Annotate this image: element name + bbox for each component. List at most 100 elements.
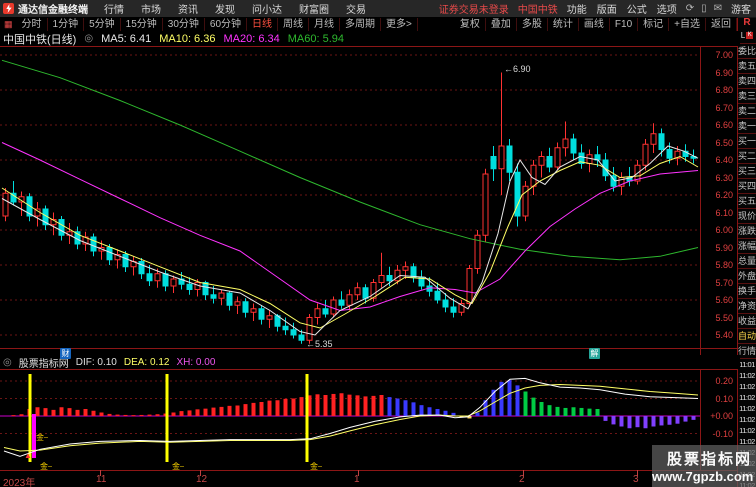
indicator-axis-label: 0.10 [715, 393, 733, 404]
topbar-menu-item[interactable]: 行情 [104, 5, 124, 16]
price-axis-label: 6.80 [715, 85, 733, 95]
quote-panel-item[interactable]: 买一 [738, 134, 756, 149]
low-price-annotation: ←5.35 [306, 339, 333, 349]
main-chart-header: 中国中铁(日线) ◎ MA5: 6.41 MA10: 6.36 MA20: 6.… [0, 31, 740, 46]
app-title: 通达信金融终端 [18, 5, 88, 16]
period-tab[interactable]: 15分钟 [121, 17, 163, 31]
quote-panel-item[interactable]: 现价 [738, 209, 756, 224]
watermark-url: www.7gpzb.com [652, 469, 754, 484]
topbar-menu-item[interactable]: 发现 [215, 5, 235, 16]
indicator-axis-label: +0.00 [710, 411, 733, 421]
tool-button[interactable]: 统计 [548, 17, 579, 31]
month-label: 2 [519, 474, 525, 485]
period-tab[interactable]: 分时 [17, 17, 48, 31]
month-label: 11 [96, 474, 107, 485]
quote-panel-item[interactable]: 委比 [738, 44, 756, 59]
topbar-menu-item[interactable]: 公式 [626, 5, 647, 16]
ma5-label: MA5: 6.41 [101, 32, 152, 45]
topbar-menu-item[interactable]: 财富圈 [299, 5, 329, 16]
panel-mark-财[interactable]: 财 [60, 348, 71, 359]
tab-l[interactable]: L [740, 30, 746, 40]
trade-login-status[interactable]: 证券交易未登录 [438, 5, 509, 16]
tool-button[interactable]: 叠加 [486, 17, 517, 31]
quote-panel-item[interactable]: 收益 [738, 314, 756, 329]
k-badge[interactable]: K [746, 31, 754, 39]
price-axis-label: 6.40 [715, 155, 733, 165]
quote-panel-item[interactable]: 换手 [738, 284, 756, 299]
tick-time: 11:02 [739, 437, 755, 446]
tool-button[interactable]: 复权 [455, 17, 486, 31]
tool-button[interactable]: F10 [610, 17, 639, 31]
high-price-annotation: ←6.90 [504, 64, 531, 74]
price-axis-label: 6.50 [715, 137, 733, 148]
tick-time: 11:02 [739, 393, 755, 402]
quote-panel-item[interactable]: 买三 [738, 164, 756, 179]
period-tab[interactable]: 60分钟 [205, 17, 248, 31]
topbar-menu-item[interactable]: 选项 [656, 5, 677, 16]
topbar-menu-item[interactable]: 市场 [141, 5, 161, 16]
quote-panel-item[interactable]: 买四 [738, 179, 756, 194]
xh-value-label: XH: 0.00 [176, 356, 216, 368]
quote-panel-item[interactable]: 卖三 [738, 89, 756, 104]
top-menu-bar: 通达信金融终端 行情 市场 资讯 发现 问小达 财富圈 交易 证券交易未登录 中国中铁 功能… [0, 0, 756, 18]
period-tab[interactable]: 5分钟 [84, 17, 121, 31]
topbar-right-group: 证券交易未登录 中国中铁 功能 版面 公式 选项 ⟳ ▯ ✉ 游客 [439, 1, 756, 16]
user-label[interactable]: 游客 [731, 5, 751, 16]
tick-time: 11:02 [739, 382, 755, 391]
period-tab[interactable]: 30分钟 [163, 17, 205, 31]
quote-panel-item[interactable]: 自动 [738, 329, 756, 344]
quote-panel-item[interactable]: 卖一 [738, 119, 756, 134]
topbar-menu-item[interactable]: 功能 [566, 5, 587, 16]
period-tabs: 分时 1分钟 5分钟 15分钟 30分钟 60分钟 日线 周线 月线 多周期 更多> [17, 17, 418, 31]
gold-signal-marker: 金⎯ [36, 433, 48, 442]
side-panel-header: R L K [738, 17, 756, 44]
period-tab[interactable]: 日线 [247, 17, 279, 31]
indicator-expand-icon[interactable]: ◎ [3, 356, 12, 368]
tdx-logo-icon[interactable] [3, 3, 14, 14]
tool-button[interactable]: 标记 [638, 17, 670, 31]
month-label: 12 [196, 474, 208, 485]
quote-panel-item[interactable]: 外盘 [738, 269, 756, 284]
quote-panel-item[interactable]: 卖五 [738, 59, 756, 74]
topbar-menu-item[interactable]: 资讯 [178, 5, 198, 16]
topbar-menu-item[interactable]: 问小达 [252, 5, 282, 16]
top-menu-group: 行情 市场 资讯 发现 问小达 财富圈 交易 [104, 1, 366, 16]
price-axis-label: 6.90 [715, 67, 733, 78]
corner-r-badge[interactable]: R [743, 17, 751, 28]
tool-button[interactable]: 返回 [706, 17, 737, 31]
quote-panel-item[interactable]: 买五 [738, 194, 756, 209]
current-stock-name[interactable]: 中国中铁 [517, 5, 558, 16]
price-axis-label: 5.90 [715, 242, 733, 253]
mail-icon[interactable]: ✉ [713, 3, 722, 14]
golden-cross-line [28, 374, 32, 462]
quote-panel-item[interactable]: 买二 [738, 149, 756, 164]
tool-button[interactable]: 画线 [579, 17, 610, 31]
tool-button[interactable]: 多股 [517, 17, 548, 31]
expand-icon[interactable]: ◎ [84, 33, 94, 44]
quote-panel-item[interactable]: 卖二 [738, 104, 756, 119]
quote-panel-item[interactable]: 总量 [738, 254, 756, 269]
topbar-menu-item[interactable]: 交易 [346, 5, 366, 16]
refresh-icon[interactable]: ⟳ [685, 3, 695, 14]
chart-title: 中国中铁(日线) [3, 33, 77, 46]
quote-panel-item[interactable]: 涨幅 [738, 239, 756, 254]
tool-button[interactable]: +自选 [669, 17, 706, 31]
period-tab[interactable]: 月线 [309, 17, 341, 31]
period-tab[interactable]: 1分钟 [48, 17, 85, 31]
quote-panel-item[interactable]: 涨跌 [738, 224, 756, 239]
period-tab[interactable]: 周线 [278, 17, 310, 31]
period-tab[interactable]: 多周期 [340, 17, 382, 31]
tick-time: 11:02 [739, 415, 755, 424]
price-axis-label: 6.30 [715, 172, 733, 183]
quote-panel-item[interactable]: 卖四 [738, 74, 756, 89]
ma20-line [1, 142, 699, 312]
grid-layout-icon[interactable]: ▦ [4, 18, 13, 29]
quote-panel-item[interactable]: 行情 [738, 344, 756, 359]
tablet-icon[interactable]: ▯ [701, 3, 707, 14]
quote-panel-item[interactable]: 净资 [738, 299, 756, 314]
panel-mark-解[interactable]: 解 [589, 348, 600, 359]
period-tab[interactable]: 更多> [381, 17, 418, 31]
price-axis-label: 5.40 [715, 330, 733, 340]
topbar-menu-item[interactable]: 版面 [596, 5, 617, 16]
